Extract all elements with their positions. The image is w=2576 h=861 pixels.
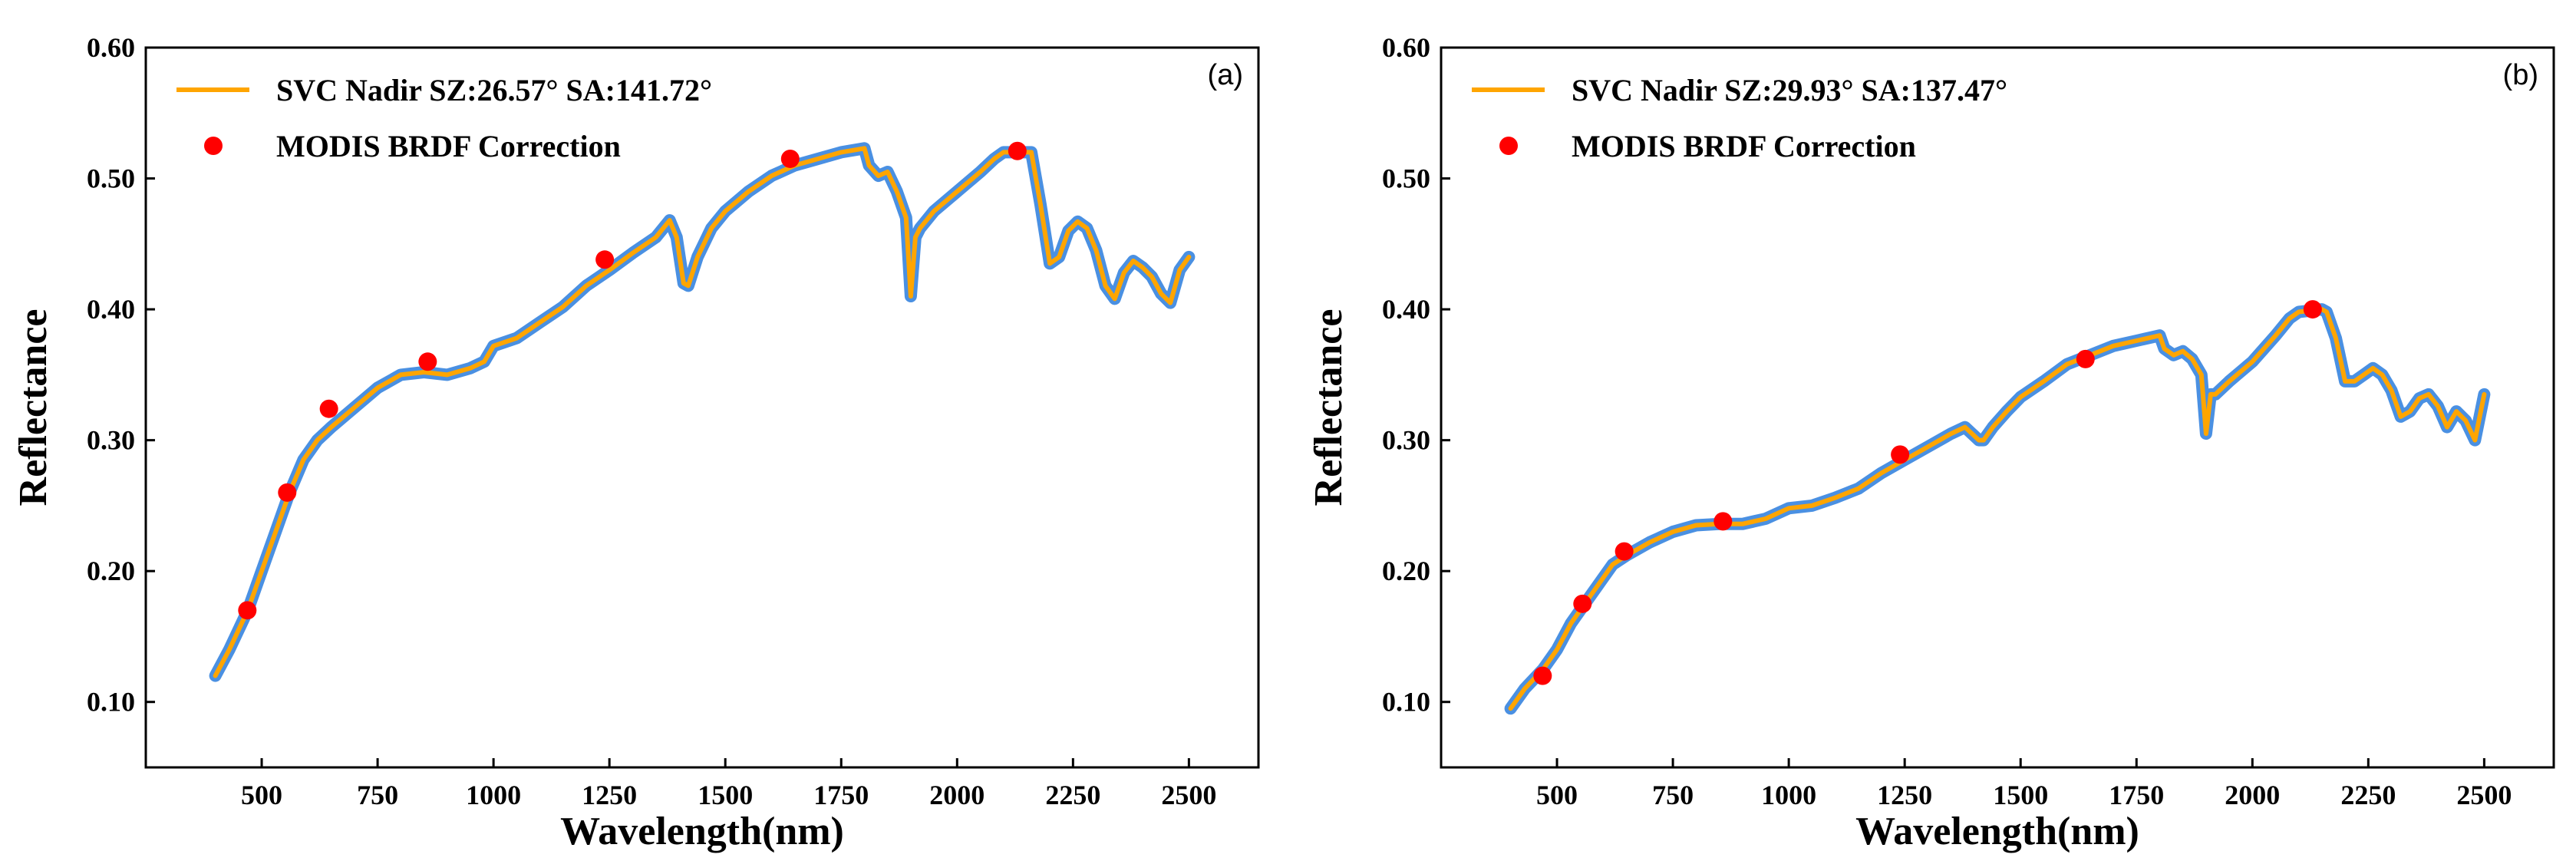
x-tick-label: 1250 xyxy=(1877,780,1932,810)
x-tick-label: 500 xyxy=(241,780,282,810)
plot-frame xyxy=(144,46,1260,769)
x-tick-label: 1750 xyxy=(813,780,869,810)
y-tick-label: 0.10 xyxy=(1382,687,1430,718)
x-tick-label: 500 xyxy=(1536,780,1578,810)
panel-a: 500 750 1000 1250 1500 1750 2000 2250 2500 0.10 0.… xyxy=(12,32,1260,853)
data-point xyxy=(1008,141,1027,160)
x-axis-label: Wavelength(nm) xyxy=(1855,810,2139,853)
legend: SVC Nadir SZ:26.57° SA:141.72° MODIS BRDF… xyxy=(176,73,712,163)
data-point xyxy=(1713,512,1733,531)
y-tick-label: 0.60 xyxy=(1382,32,1430,63)
y-tick-label: 0.20 xyxy=(87,556,135,586)
y-tick-label: 0.40 xyxy=(1382,294,1430,325)
x-tick-label: 750 xyxy=(357,780,398,810)
y-tick-label: 0.10 xyxy=(87,687,135,718)
data-point xyxy=(2303,300,2322,319)
panel-b: 500 750 1000 1250 1500 1750 2000 2250 2500 0.10 0.… xyxy=(1307,32,2555,853)
legend: SVC Nadir SZ:29.93° SA:137.47° MODIS BRDF… xyxy=(1472,73,2007,163)
data-point xyxy=(780,149,800,168)
panel-label: (b) xyxy=(2503,59,2538,91)
y-tick-label: 0.30 xyxy=(87,425,135,456)
y-tick-label: 0.50 xyxy=(87,163,135,194)
x-tick-label: 2000 xyxy=(2225,780,2280,810)
data-point xyxy=(1533,666,1552,685)
x-tick-label: 1250 xyxy=(582,780,637,810)
series-line xyxy=(1508,307,2487,711)
data-point xyxy=(418,352,437,371)
x-tick-label: 1500 xyxy=(1993,780,2048,810)
y-tick-label: 0.20 xyxy=(1382,556,1430,586)
y-tick-label: 0.30 xyxy=(1382,425,1430,456)
legend-label: SVC Nadir SZ:26.57° SA:141.72° xyxy=(276,73,712,107)
y-tick-label: 0.50 xyxy=(1382,163,1430,194)
x-tick-label: 2000 xyxy=(929,780,985,810)
x-tick-label: 2250 xyxy=(1045,780,1100,810)
x-tick-label: 2250 xyxy=(2340,780,2396,810)
data-point xyxy=(1891,445,1910,464)
x-tick-label: 1000 xyxy=(1761,780,1816,810)
x-tick-label: 1000 xyxy=(466,780,521,810)
data-point xyxy=(278,483,297,502)
x-tick-label: 2500 xyxy=(2456,780,2512,810)
series-band xyxy=(1504,303,2491,715)
data-point xyxy=(1615,542,1634,561)
x-tick-label: 2500 xyxy=(1161,780,1216,810)
legend-label: SVC Nadir SZ:29.93° SA:137.47° xyxy=(1572,73,2007,107)
y-tick-label: 0.60 xyxy=(87,32,135,63)
legend-label: MODIS BRDF Correction xyxy=(276,129,621,163)
y-axis-label: Reflectance xyxy=(1307,309,1351,506)
y-axis-label: Reflectance xyxy=(12,309,55,506)
legend-label: MODIS BRDF Correction xyxy=(1572,129,1916,163)
data-point xyxy=(595,250,615,269)
panel-label: (a) xyxy=(1208,59,1243,91)
series-line xyxy=(213,146,1192,678)
data-point xyxy=(1573,594,1592,613)
data-point xyxy=(319,399,338,418)
data-point xyxy=(2076,349,2095,368)
legend-marker-swatch xyxy=(1499,137,1518,155)
x-axis-label: Wavelength(nm) xyxy=(560,810,844,853)
y-tick-label: 0.40 xyxy=(87,294,135,325)
x-tick-label: 1750 xyxy=(2109,780,2164,810)
x-tick-label: 750 xyxy=(1652,780,1694,810)
x-tick-label: 1500 xyxy=(698,780,753,810)
data-point xyxy=(238,601,257,620)
legend-marker-swatch xyxy=(204,137,223,155)
plot-frame xyxy=(1440,46,2555,769)
